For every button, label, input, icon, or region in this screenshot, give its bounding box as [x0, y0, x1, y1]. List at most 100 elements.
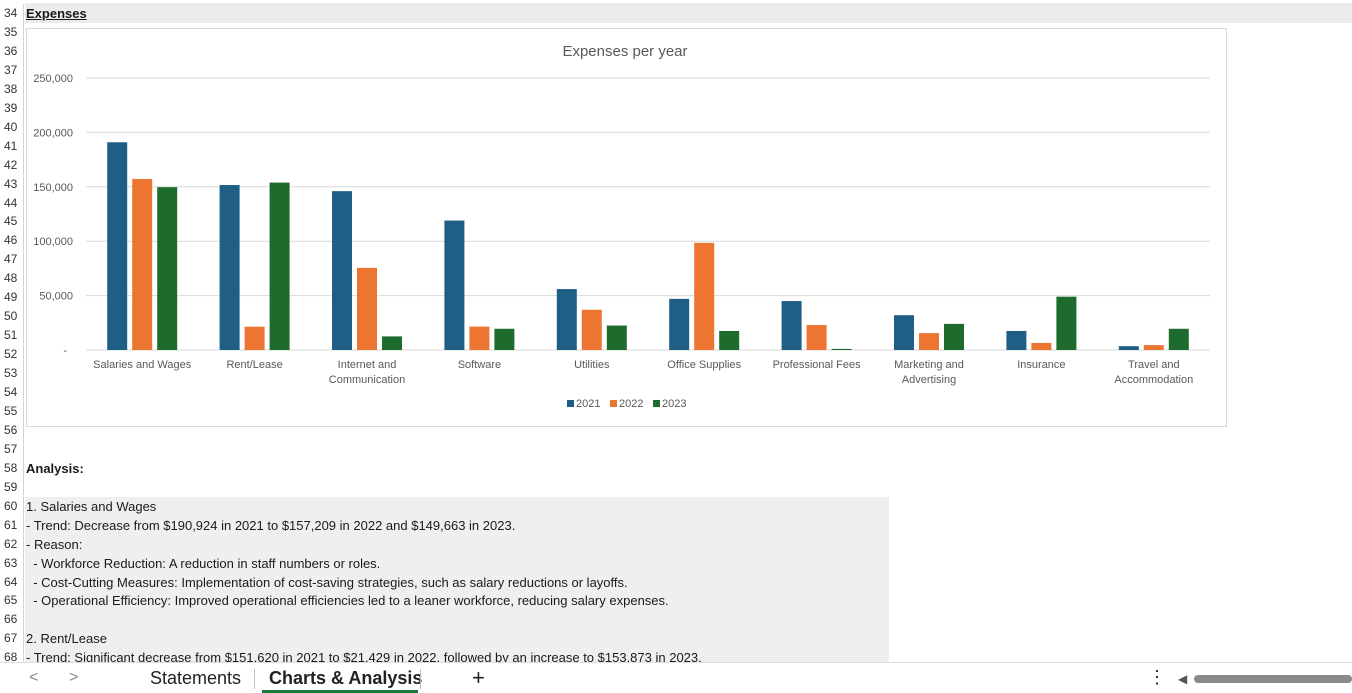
row-number[interactable]: 58 — [0, 458, 24, 478]
row-number[interactable]: 50 — [0, 307, 24, 327]
row-number[interactable]: 48 — [0, 269, 24, 289]
sheet-row[interactable]: 63 - Workforce Reduction: A reduction in… — [0, 553, 1352, 573]
sheet-row[interactable]: 62- Reason: — [0, 534, 1352, 554]
sheet-row[interactable]: 67 2. Rent/Lease — [0, 629, 1352, 649]
sheet-row[interactable]: 61- Trend: Decrease from $190,924 in 202… — [0, 515, 1352, 535]
cell-text[interactable]: Expenses — [26, 6, 87, 21]
sheet-tab-bar: < > Statements Charts & Analysis + ⋮ ◀ — [0, 662, 1352, 693]
sheet-row[interactable]: 60 1. Salaries and Wages — [0, 496, 1352, 516]
cell-text[interactable]: - Reason: — [26, 536, 83, 552]
cell-text[interactable]: - Trend: Significant decrease from $151,… — [26, 650, 702, 662]
cell-text[interactable]: - Trend: Decrease from $190,924 in 2021 … — [26, 517, 516, 533]
sheet-row[interactable]: 41 — [0, 136, 1352, 156]
sheet-row[interactable]: 56 — [0, 420, 1352, 440]
sheet-row[interactable]: 51 — [0, 326, 1352, 346]
row-number[interactable]: 37 — [0, 60, 24, 80]
sheet-row[interactable]: 59 — [0, 477, 1352, 497]
row-number[interactable]: 68 — [0, 648, 24, 662]
row-number[interactable]: 34 — [0, 4, 24, 23]
scroll-left-icon[interactable]: ◀ — [1178, 672, 1188, 686]
sheet-row[interactable]: 46 — [0, 231, 1352, 251]
row-number[interactable]: 42 — [0, 155, 24, 175]
sheet-row[interactable]: 43 — [0, 174, 1352, 194]
sheet-row[interactable]: 57 — [0, 439, 1352, 459]
row-number[interactable]: 45 — [0, 212, 24, 232]
sheet-row[interactable]: 58 Analysis: — [0, 458, 1352, 478]
row-number[interactable]: 62 — [0, 534, 24, 554]
row-number[interactable]: 60 — [0, 496, 24, 516]
sheet-row[interactable]: 49 — [0, 288, 1352, 308]
tab-statements[interactable]: Statements — [150, 668, 242, 688]
row-number[interactable]: 64 — [0, 572, 24, 592]
sheet-row[interactable]: 34 Expenses — [0, 4, 1352, 23]
bar-2023 — [494, 328, 515, 350]
sheet-row[interactable]: 40 — [0, 117, 1352, 137]
bar-2023 — [719, 330, 740, 350]
tab-divider — [254, 669, 255, 689]
row-number[interactable]: 47 — [0, 250, 24, 270]
sheet-row[interactable]: 39 — [0, 98, 1352, 118]
row-number[interactable]: 35 — [0, 22, 24, 42]
prev-sheet-button[interactable]: < — [29, 669, 39, 686]
sheet-row[interactable]: 38 — [0, 79, 1352, 99]
row-number[interactable]: 43 — [0, 174, 24, 194]
row-number[interactable]: 57 — [0, 439, 24, 459]
row-number[interactable]: 53 — [0, 364, 24, 384]
sheet-row[interactable]: 68- Trend: Significant decrease from $15… — [0, 648, 1352, 662]
sheet-row[interactable]: 36 — [0, 41, 1352, 61]
row-number[interactable]: 36 — [0, 41, 24, 61]
add-sheet-button[interactable]: + — [472, 665, 485, 690]
sheet-row[interactable]: 42 — [0, 155, 1352, 175]
row-number[interactable]: 56 — [0, 420, 24, 440]
cell-text[interactable]: - Workforce Reduction: A reduction in st… — [26, 555, 381, 571]
sheet-row[interactable]: 55 — [0, 401, 1352, 421]
sheet-row[interactable]: 48 — [0, 269, 1352, 289]
cell-text[interactable]: - Operational Efficiency: Improved opera… — [26, 593, 669, 609]
row-number[interactable]: 49 — [0, 288, 24, 308]
sheet-row[interactable]: 64 - Cost-Cutting Measures: Implementati… — [0, 572, 1352, 592]
sheet-row[interactable]: 53 — [0, 364, 1352, 384]
row-number[interactable]: 41 — [0, 136, 24, 156]
sheet-row[interactable]: 52 — [0, 345, 1352, 365]
sheet-row[interactable]: 65 - Operational Efficiency: Improved op… — [0, 591, 1352, 611]
row-number[interactable]: 59 — [0, 477, 24, 497]
expenses-header-band — [25, 3, 1352, 23]
more-options-icon[interactable]: ⋮ — [1148, 667, 1166, 687]
row-number[interactable]: 54 — [0, 383, 24, 402]
sheet-row[interactable]: 35 — [0, 22, 1352, 42]
row-number[interactable]: 55 — [0, 401, 24, 421]
y-tick-label: 250,000 — [33, 73, 73, 85]
row-number[interactable]: 46 — [0, 231, 24, 251]
x-tick-label: Software — [458, 359, 501, 371]
sheet-row[interactable]: 45 — [0, 212, 1352, 232]
row-number[interactable]: 44 — [0, 193, 24, 213]
cell-text[interactable]: Analysis: — [26, 460, 84, 476]
cell-text[interactable]: 2. Rent/Lease — [26, 631, 107, 647]
row-number[interactable]: 66 — [0, 610, 24, 630]
sheet-row[interactable]: 54 — [0, 383, 1352, 402]
row-number[interactable]: 38 — [0, 79, 24, 99]
sheet-row[interactable]: 44 — [0, 193, 1352, 213]
x-tick-label: Office Supplies — [667, 359, 741, 371]
row-number[interactable]: 51 — [0, 326, 24, 346]
row-number[interactable]: 65 — [0, 591, 24, 611]
row-number[interactable]: 40 — [0, 117, 24, 137]
expenses-chart[interactable]: Expenses per year - 50,000 100,000 150,000 20… — [26, 28, 1227, 427]
sheet-row[interactable]: 47 — [0, 250, 1352, 270]
bar-2023 — [382, 336, 402, 350]
sheet-row[interactable]: 66 — [0, 610, 1352, 630]
cell-text[interactable]: - Cost-Cutting Measures: Implementation … — [26, 574, 628, 590]
row-number[interactable]: 63 — [0, 553, 24, 573]
row-number[interactable]: 61 — [0, 515, 24, 535]
row-number[interactable]: 67 — [0, 629, 24, 649]
bar-2023 — [269, 182, 290, 350]
tab-charts-analysis[interactable]: Charts & Analysis — [269, 668, 423, 688]
sheet-row[interactable]: 50 — [0, 307, 1352, 327]
horizontal-scrollbar-thumb[interactable] — [1194, 675, 1352, 683]
next-sheet-button[interactable]: > — [69, 669, 79, 686]
row-number[interactable]: 39 — [0, 98, 24, 118]
sheet-row[interactable]: 37 — [0, 60, 1352, 80]
row-number[interactable]: 52 — [0, 345, 24, 365]
cell-text[interactable]: 1. Salaries and Wages — [26, 498, 157, 514]
spreadsheet-grid[interactable]: 34 Expenses 35 36 37 38 39 40 41 42 43 44 45 46 47 48 49… — [0, 0, 1352, 662]
